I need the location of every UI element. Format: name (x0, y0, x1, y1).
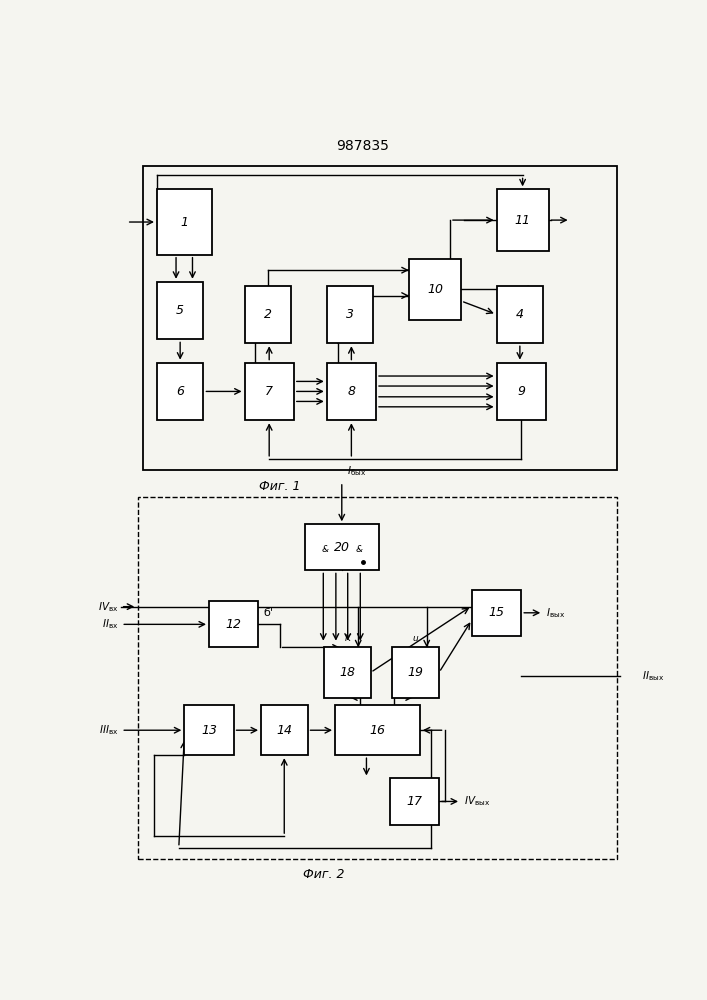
Text: K: K (344, 634, 350, 643)
Bar (472, 590, 521, 636)
Bar (324, 647, 370, 698)
Text: 15: 15 (489, 606, 505, 619)
Bar (138, 497, 617, 859)
Text: u: u (413, 634, 419, 643)
Text: 14: 14 (276, 724, 292, 737)
Bar (185, 705, 233, 755)
Text: 8: 8 (347, 385, 356, 398)
Bar (157, 282, 204, 339)
Text: 2: 2 (264, 308, 271, 321)
Text: Фиг. 2: Фиг. 2 (303, 868, 345, 881)
Bar (327, 286, 373, 343)
Text: 10: 10 (427, 283, 443, 296)
Text: б': б' (264, 608, 274, 618)
Text: Фиг. 1: Фиг. 1 (259, 480, 301, 493)
Text: &: & (356, 545, 362, 554)
Text: $I_{\rm бых}$: $I_{\rm бых}$ (347, 464, 367, 478)
Bar (245, 286, 291, 343)
Text: 6: 6 (176, 385, 184, 398)
Text: 13: 13 (201, 724, 217, 737)
Text: 3: 3 (346, 308, 354, 321)
Bar (305, 524, 379, 570)
Text: 18: 18 (339, 666, 356, 679)
Text: 987835: 987835 (336, 139, 389, 153)
Text: 1: 1 (180, 216, 188, 229)
Bar (327, 363, 376, 420)
Bar (157, 363, 204, 420)
Text: 12: 12 (226, 618, 242, 631)
Bar (390, 778, 439, 825)
Text: $IV_{\rm вх}$: $IV_{\rm вх}$ (98, 600, 119, 614)
Bar (209, 601, 258, 647)
Bar (157, 189, 211, 255)
Text: &: & (321, 545, 328, 554)
Text: $I_{\rm вых}$: $I_{\rm вых}$ (546, 606, 565, 620)
Text: 7: 7 (265, 385, 273, 398)
Text: $II_{\rm вх}$: $II_{\rm вх}$ (102, 617, 119, 631)
Text: 20: 20 (334, 541, 350, 554)
Bar (261, 705, 308, 755)
Text: 11: 11 (515, 214, 531, 227)
Text: 17: 17 (407, 795, 422, 808)
Text: $II_{\rm вых}$: $II_{\rm вых}$ (642, 669, 664, 683)
Bar (245, 363, 294, 420)
Text: 4: 4 (516, 308, 524, 321)
Bar (335, 705, 420, 755)
Bar (496, 363, 546, 420)
Text: $III_{\rm вх}$: $III_{\rm вх}$ (99, 723, 119, 737)
Bar (392, 647, 439, 698)
Bar (144, 166, 617, 470)
Text: 19: 19 (408, 666, 423, 679)
Text: 16: 16 (369, 724, 385, 737)
Text: $IV_{\rm вых}$: $IV_{\rm вых}$ (464, 795, 490, 808)
Bar (496, 286, 543, 343)
Bar (496, 189, 549, 251)
Text: 9: 9 (518, 385, 525, 398)
Text: 5: 5 (176, 304, 184, 317)
Bar (409, 259, 461, 320)
